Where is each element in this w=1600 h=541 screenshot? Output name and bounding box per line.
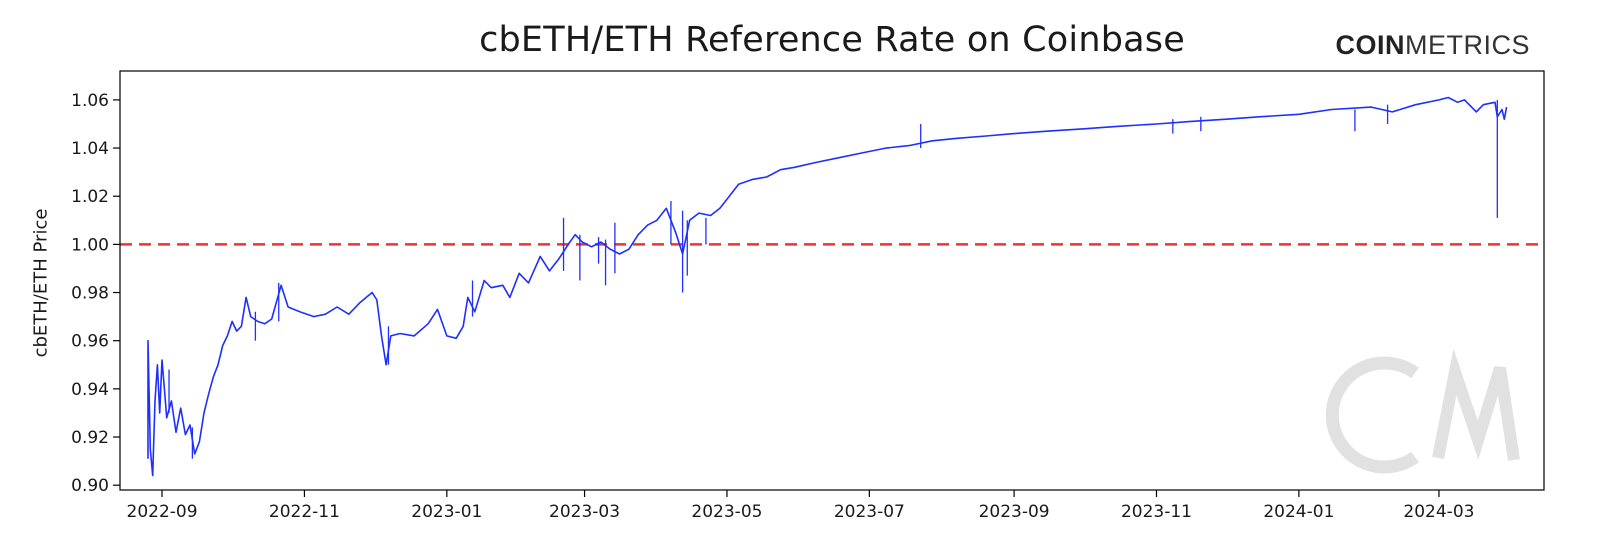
x-tick-label: 2023-11 bbox=[1121, 502, 1192, 522]
y-tick-label: 1.04 bbox=[71, 139, 109, 159]
chart-title: cbETH/ETH Reference Rate on Coinbase bbox=[479, 20, 1185, 60]
x-axis-ticks: 2022-09 2022-11 2023-01 2023-03 2023-05 2023-… bbox=[127, 490, 1474, 522]
axes-frame bbox=[119, 70, 1545, 491]
x-tick-label: 2024-01 bbox=[1263, 502, 1334, 522]
y-tick-label: 1.00 bbox=[71, 235, 109, 255]
brand-logo-light: METRICS bbox=[1405, 30, 1530, 60]
x-tick-label: 2022-11 bbox=[269, 502, 340, 522]
y-axis-ticks: 0.90 0.92 0.94 0.96 0.98 1.00 1.02 1.04 1.06 bbox=[71, 91, 120, 496]
brand-logo-bold: COIN bbox=[1335, 30, 1405, 60]
brand-logo: COINMETRICS bbox=[1336, 30, 1531, 61]
series-line-0 bbox=[147, 96, 1508, 477]
y-tick-label: 0.96 bbox=[71, 332, 109, 352]
y-tick-label: 0.98 bbox=[71, 284, 109, 304]
y-tick-label: 0.94 bbox=[71, 380, 109, 400]
y-tick-label: 1.06 bbox=[71, 91, 109, 111]
x-tick-label: 2023-07 bbox=[834, 502, 905, 522]
x-tick-label: 2022-09 bbox=[127, 502, 198, 522]
y-tick-label: 0.90 bbox=[71, 476, 109, 496]
y-tick-label: 0.92 bbox=[71, 428, 109, 448]
x-tick-label: 2023-01 bbox=[411, 502, 482, 522]
series-group bbox=[147, 96, 1508, 477]
watermark-c-shape bbox=[1325, 356, 1419, 474]
x-tick-label: 2023-03 bbox=[549, 502, 620, 522]
x-tick-label: 2023-09 bbox=[979, 502, 1050, 522]
x-tick-label: 2023-05 bbox=[691, 502, 762, 522]
watermark-cm-icon bbox=[1325, 348, 1520, 474]
y-tick-label: 1.02 bbox=[71, 187, 109, 207]
watermark-m-shape bbox=[1432, 348, 1520, 461]
x-tick-label: 2024-03 bbox=[1403, 502, 1474, 522]
